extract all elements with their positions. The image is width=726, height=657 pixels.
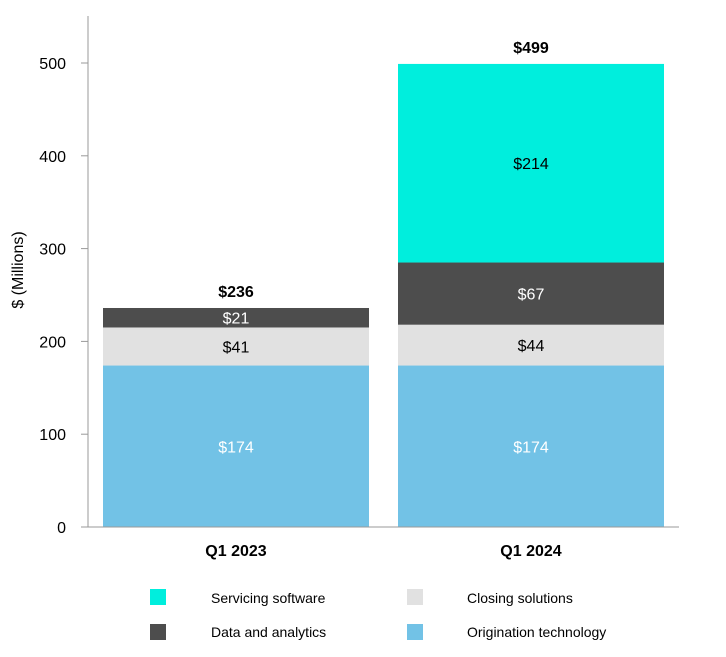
bar-segment <box>103 365 369 527</box>
bars: $174 $41 $21 $236 $174 $44 $67 $214 $499 <box>103 40 664 527</box>
bar-total-label: $499 <box>513 40 549 57</box>
bar-segment <box>398 324 664 366</box>
bar-segment-label: $44 <box>518 338 545 355</box>
bar-segment-label: $67 <box>518 287 545 304</box>
bar-segment <box>398 262 664 325</box>
legend-label: Origination technology <box>467 624 606 640</box>
legend-swatch <box>150 589 166 605</box>
x-tick-label: Q1 2023 <box>205 543 266 560</box>
legend: Servicing software Closing solutions Data … <box>150 589 606 640</box>
bar-segment <box>103 307 369 328</box>
legend-label: Servicing software <box>211 590 326 606</box>
y-axis-ticks: 0 100 200 300 400 500 <box>39 56 88 537</box>
bar-segment <box>398 63 664 263</box>
bar-segment-label: $174 <box>513 439 549 456</box>
y-axis-title-group: $ (Millions) <box>10 231 27 308</box>
axes <box>87 16 679 528</box>
y-tick-label: 300 <box>39 242 66 259</box>
y-tick-label: 500 <box>39 56 66 73</box>
bar-segment <box>398 365 664 527</box>
bar-segment-label: $21 <box>223 311 250 328</box>
legend-swatch <box>150 624 166 640</box>
bar-segment <box>103 327 369 366</box>
y-tick-label: 100 <box>39 427 66 444</box>
x-tick-label: Q1 2024 <box>500 543 561 560</box>
y-tick-label: 0 <box>57 520 66 537</box>
bar-segment-label: $214 <box>513 156 549 173</box>
y-tick-label: 400 <box>39 149 66 166</box>
legend-label: Data and analytics <box>211 624 326 640</box>
y-tick-label: 200 <box>39 334 66 351</box>
bar-segment-label: $41 <box>223 340 250 357</box>
legend-swatch <box>407 589 423 605</box>
bar-segment-label: $174 <box>218 439 254 456</box>
legend-label: Closing solutions <box>467 590 573 606</box>
bar-total-label: $236 <box>218 284 254 301</box>
y-axis-title: $ (Millions) <box>10 231 27 308</box>
x-axis-labels: Q1 2023 Q1 2024 <box>205 543 561 560</box>
legend-swatch <box>407 624 423 640</box>
